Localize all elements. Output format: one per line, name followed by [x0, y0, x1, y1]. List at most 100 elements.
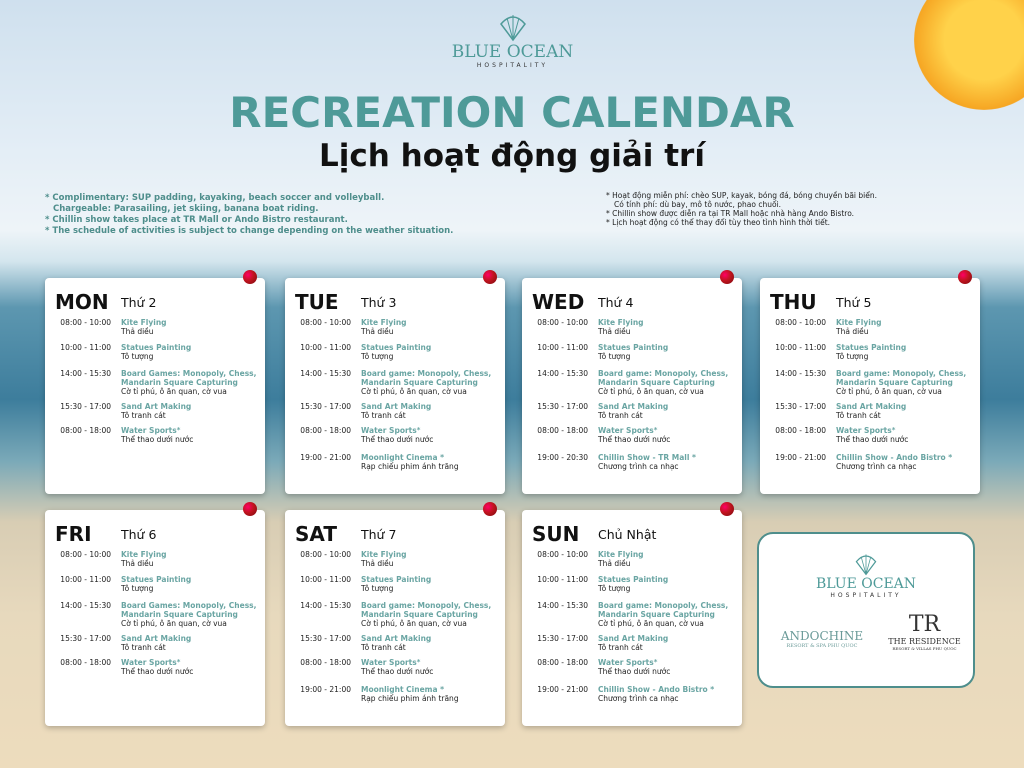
activity-name: Kite Flying — [598, 550, 644, 559]
pin-icon — [720, 270, 734, 284]
activity-name-vi: Tô tượng — [361, 584, 394, 593]
activity-time: 08:00 - 10:00 — [537, 550, 588, 559]
day-name-vi: Thứ 2 — [121, 295, 157, 310]
activity-name: Kite Flying — [836, 318, 882, 327]
pin-icon — [483, 270, 497, 284]
activity-name: Kite Flying — [361, 550, 407, 559]
activity-time: 10:00 - 11:00 — [300, 343, 351, 352]
asterisk: * — [416, 658, 421, 666]
pin-icon — [243, 502, 257, 516]
page-title: RECREATION CALENDAR — [229, 88, 795, 137]
activity-name: Statues Painting — [121, 343, 192, 352]
activity-time: 08:00 - 10:00 — [60, 318, 111, 327]
residence-name: THE RESIDENCE — [888, 637, 961, 646]
activity-time: 08:00 - 18:00 — [60, 426, 111, 435]
asterisk: * — [653, 426, 658, 434]
activity-time: 15:30 - 17:00 — [60, 402, 111, 411]
activity-name: Chillin Show - TR Mall * — [598, 453, 696, 462]
activity-time: 10:00 - 11:00 — [60, 343, 111, 352]
activity-name-vi: Tô tranh cát — [836, 411, 881, 420]
andochine-sub: RESORT & SPA PHU QUOC — [786, 643, 858, 649]
day-name: WED — [532, 290, 585, 314]
activity-name: Kite Flying — [598, 318, 644, 327]
day-card-sun: SUN Chủ Nhật 08:00 - 10:00 Kite Flying Thả d… — [522, 502, 742, 726]
activity-name-vi: Thể thao dưới nước — [836, 435, 909, 444]
activity-time: 19:00 - 21:00 — [300, 685, 351, 694]
activity-name-vi: Thể thao dưới nước — [361, 667, 434, 676]
activity-name: Water Sports — [598, 426, 654, 435]
activity-name-vi: Cờ tỉ phú, ô ăn quan, cờ vua — [121, 387, 227, 396]
asterisk: * — [176, 658, 181, 666]
activity-name-vi: Chương trình ca nhạc — [598, 462, 679, 471]
note: * Complimentary: SUP padding, kayaking, … — [45, 193, 385, 203]
notes-english: * Complimentary: SUP padding, kayaking, … — [45, 193, 453, 237]
activity-time: 15:30 - 17:00 — [300, 402, 351, 411]
day-card-sat: SAT Thứ 7 08:00 - 10:00 Kite Flying Thả diều… — [285, 502, 505, 726]
activity-time: 08:00 - 10:00 — [60, 550, 111, 559]
activity-name-vi: Thể thao dưới nước — [121, 667, 194, 676]
residence-mark: TR — [908, 612, 941, 637]
activity-name: Moonlight Cinema * — [361, 685, 445, 694]
activity-name-vi: Tô tranh cát — [598, 643, 643, 652]
residence-logo: TR THE RESIDENCE RESORT & VILLAS PHU QUOC — [877, 612, 972, 651]
activity-name: Statues Painting — [361, 575, 432, 584]
note: * Hoạt động miễn phí: chèo SUP, kayak, b… — [606, 191, 877, 200]
activity-name: Sand Art Making — [361, 634, 432, 643]
activity-time: 19:00 - 20:30 — [537, 453, 588, 462]
activity-time: 08:00 - 18:00 — [300, 658, 351, 667]
activity-name: Chillin Show - Ando Bistro * — [836, 453, 953, 462]
activity-name: Board game: Monopoly, Chess, Mandarin Sq… — [598, 369, 729, 387]
activity-time: 14:00 - 15:30 — [300, 369, 351, 378]
asterisk: * — [176, 426, 181, 434]
activity-name: Statues Painting — [598, 575, 669, 584]
activity-name-vi: Tô tượng — [361, 352, 394, 361]
activity-time: 08:00 - 10:00 — [300, 550, 351, 559]
activity-name-vi: Cờ tỉ phú, ô ăn quan, cờ vua — [836, 387, 942, 396]
activity-name: Statues Painting — [836, 343, 907, 352]
activity-name-vi: Tô tranh cát — [361, 643, 406, 652]
note: * Chillin show được diễn ra tại TR Mall … — [606, 209, 855, 218]
activity-name: Board game: Monopoly, Chess, Mandarin Sq… — [361, 601, 492, 619]
activity-name: Kite Flying — [121, 318, 167, 327]
day-name-vi: Thứ 6 — [121, 527, 157, 542]
activity-time: 14:00 - 15:30 — [537, 601, 588, 610]
activity-name-vi: Chương trình ca nhạc — [836, 462, 917, 471]
activity-name: Water Sports — [361, 658, 417, 667]
page-subtitle: Lịch hoạt động giải trí — [319, 138, 705, 174]
day-name: THU — [770, 290, 817, 314]
activity-name: Board game: Monopoly, Chess, Mandarin Sq… — [361, 369, 492, 387]
activity-name: Board game: Monopoly, Chess, Mandarin Sq… — [836, 369, 967, 387]
asterisk: * — [653, 658, 658, 666]
pin-icon — [483, 502, 497, 516]
pin-icon — [958, 270, 972, 284]
activity-name-vi: Tô tượng — [598, 584, 631, 593]
activity-name: Sand Art Making — [836, 402, 907, 411]
activity-name-vi: Chương trình ca nhạc — [598, 694, 679, 703]
activity-time: 08:00 - 10:00 — [537, 318, 588, 327]
andochine-name: ANDOCHINE — [780, 629, 864, 643]
day-name: FRI — [55, 522, 92, 546]
brand-sub: HOSPITALITY — [830, 592, 902, 599]
activity-name: Kite Flying — [121, 550, 167, 559]
activity-time: 10:00 - 11:00 — [537, 575, 588, 584]
day-card-fri: FRI Thứ 6 08:00 - 10:00 Kite Flying Thả diều… — [45, 502, 265, 726]
day-name-vi: Chủ Nhật — [598, 527, 657, 542]
activity-time: 15:30 - 17:00 — [537, 634, 588, 643]
activity-name: Sand Art Making — [361, 402, 432, 411]
day-name: SAT — [295, 522, 337, 546]
note: * Chillin show takes place at TR Mall or… — [45, 215, 348, 225]
activity-name-vi: Thả diều — [121, 559, 154, 568]
activity-name-vi: Tô tượng — [836, 352, 869, 361]
partner-logos-panel: BLUE OCEAN HOSPITALITY ANDOCHINE RESORT &… — [757, 532, 975, 688]
day-card-mon: MON Thứ 2 08:00 - 10:00 Kite Flying Thả diều… — [45, 270, 265, 494]
activity-name: Statues Painting — [598, 343, 669, 352]
activity-time: 08:00 - 18:00 — [60, 658, 111, 667]
activity-name-vi: Tô tượng — [598, 352, 631, 361]
activity-time: 14:00 - 15:30 — [60, 369, 111, 378]
residence-sub: RESORT & VILLAS PHU QUOC — [892, 646, 957, 651]
activity-name-vi: Thể thao dưới nước — [121, 435, 194, 444]
day-name-vi: Thứ 3 — [361, 295, 397, 310]
activity-name-vi: Thả diều — [361, 327, 394, 336]
activity-time: 15:30 - 17:00 — [537, 402, 588, 411]
activity-name: Sand Art Making — [121, 634, 192, 643]
